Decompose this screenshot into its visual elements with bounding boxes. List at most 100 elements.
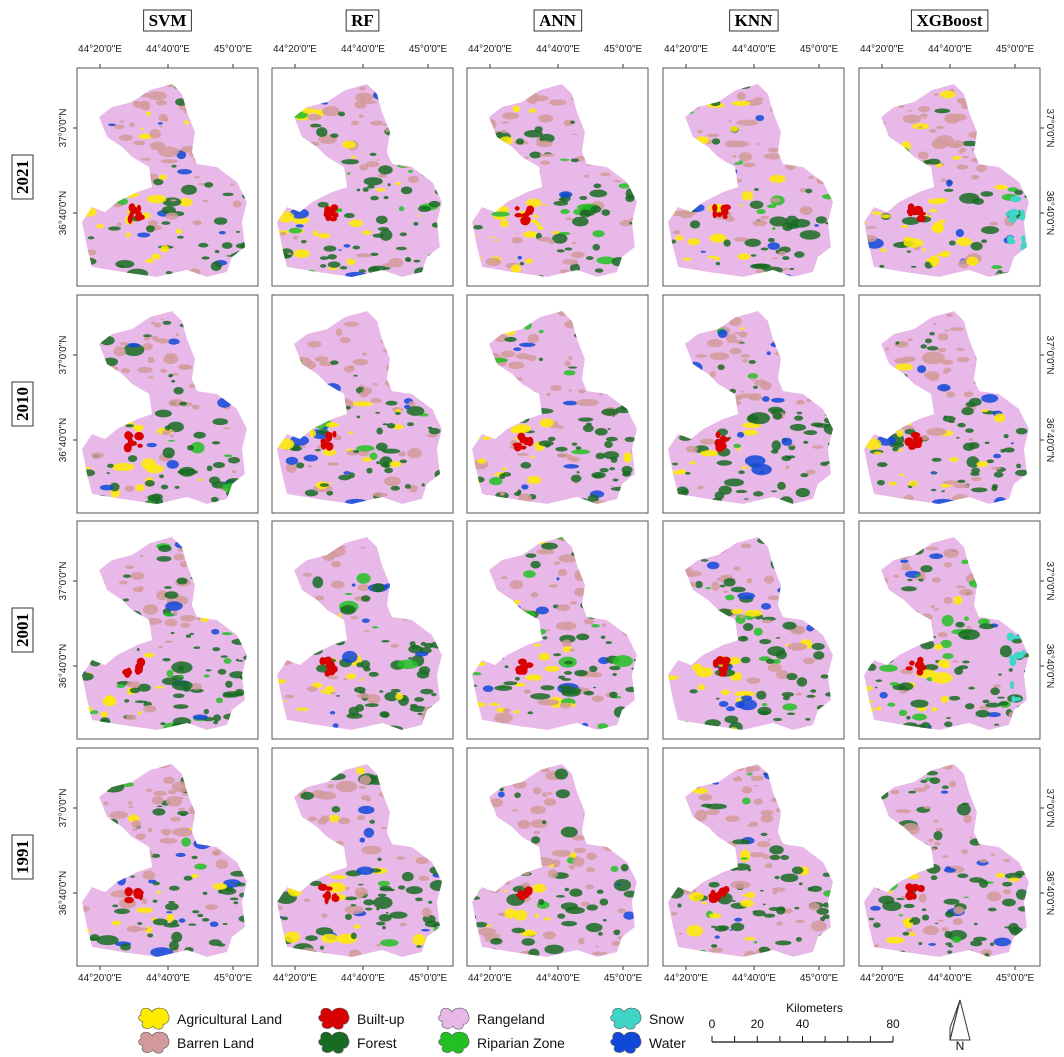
land-patch (768, 238, 775, 242)
land-patch (204, 709, 209, 714)
land-patch (163, 321, 172, 325)
land-patch (165, 425, 171, 430)
land-patch (308, 465, 312, 468)
land-patch (164, 591, 178, 599)
land-patch (964, 616, 969, 620)
land-patch (876, 707, 882, 711)
land-patch (537, 699, 559, 705)
longitude-label: 44°20'0"E (860, 973, 904, 984)
land-patch (153, 336, 159, 341)
land-patch (946, 313, 953, 317)
land-patch (942, 653, 953, 659)
builtup-patch (911, 432, 921, 438)
land-patch (923, 926, 940, 935)
longitude-label: 45°0'0"E (996, 973, 1035, 984)
land-patch (1016, 428, 1028, 435)
land-patch (332, 806, 341, 813)
land-patch (145, 480, 155, 487)
land-patch (159, 838, 177, 844)
land-patch (555, 768, 568, 779)
land-patch (733, 332, 740, 334)
land-patch (415, 651, 428, 656)
land-patch (730, 126, 738, 132)
land-patch (897, 449, 903, 451)
land-patch (940, 91, 956, 99)
land-patch (366, 161, 380, 167)
land-patch (1003, 447, 1014, 452)
land-patch (295, 708, 309, 711)
land-patch (572, 242, 576, 244)
land-patch (342, 651, 358, 663)
land-patch (944, 721, 952, 727)
land-patch (376, 159, 379, 161)
legend-swatch (611, 1008, 641, 1029)
land-patch (483, 436, 491, 440)
land-patch (597, 890, 604, 894)
land-patch (576, 634, 589, 641)
land-patch (609, 692, 617, 699)
land-patch (928, 198, 944, 204)
land-patch (875, 687, 878, 689)
land-patch (882, 901, 901, 911)
land-patch (301, 792, 314, 800)
land-patch (565, 888, 570, 891)
land-patch (521, 484, 528, 489)
legend-swatch (611, 1032, 641, 1053)
land-patch (85, 467, 91, 470)
land-patch (181, 185, 197, 195)
land-patch (922, 248, 926, 251)
land-patch (431, 693, 436, 696)
land-patch (994, 724, 999, 726)
land-patch (991, 467, 1001, 470)
land-patch (888, 891, 893, 894)
land-patch (932, 577, 941, 582)
land-patch (170, 434, 173, 437)
land-patch (897, 430, 903, 438)
land-patch (557, 249, 565, 252)
land-patch (173, 610, 178, 615)
land-patch (88, 236, 95, 239)
land-patch (356, 693, 371, 698)
land-patch (168, 901, 175, 903)
land-patch (156, 556, 171, 562)
land-patch (282, 917, 289, 921)
land-patch (405, 484, 411, 489)
land-patch (718, 364, 725, 370)
land-patch (211, 261, 222, 271)
land-patch (137, 367, 152, 373)
land-patch (1002, 882, 1012, 887)
map-panel (854, 68, 1040, 286)
land-patch (422, 483, 425, 486)
column-header: ANN (539, 11, 577, 30)
land-patch (675, 235, 683, 240)
land-patch (362, 230, 372, 235)
land-patch (768, 242, 781, 250)
land-patch (901, 586, 917, 591)
scale-tick-label: 40 (796, 1017, 810, 1031)
land-patch (516, 353, 530, 359)
longitude-label: 44°20'0"E (273, 44, 317, 55)
land-patch (991, 853, 996, 856)
land-patch (738, 636, 748, 642)
land-patch (592, 696, 604, 702)
land-patch (356, 573, 370, 584)
land-patch (153, 900, 158, 903)
snow-patch (1008, 215, 1017, 223)
land-patch (359, 391, 368, 397)
land-patch (971, 487, 987, 492)
land-patch (964, 391, 974, 397)
land-patch (794, 907, 799, 910)
land-patch (575, 446, 581, 450)
longitude-label: 45°0'0"E (800, 973, 839, 984)
land-patch (717, 460, 732, 466)
land-patch (557, 913, 565, 918)
longitude-label: 45°0'0"E (996, 44, 1035, 55)
land-patch (738, 253, 751, 260)
builtup-patch (124, 433, 133, 440)
land-patch (952, 936, 961, 943)
land-patch (221, 632, 232, 635)
land-patch (755, 115, 764, 121)
land-patch (942, 855, 949, 858)
land-patch (797, 677, 808, 686)
land-patch (192, 910, 199, 913)
